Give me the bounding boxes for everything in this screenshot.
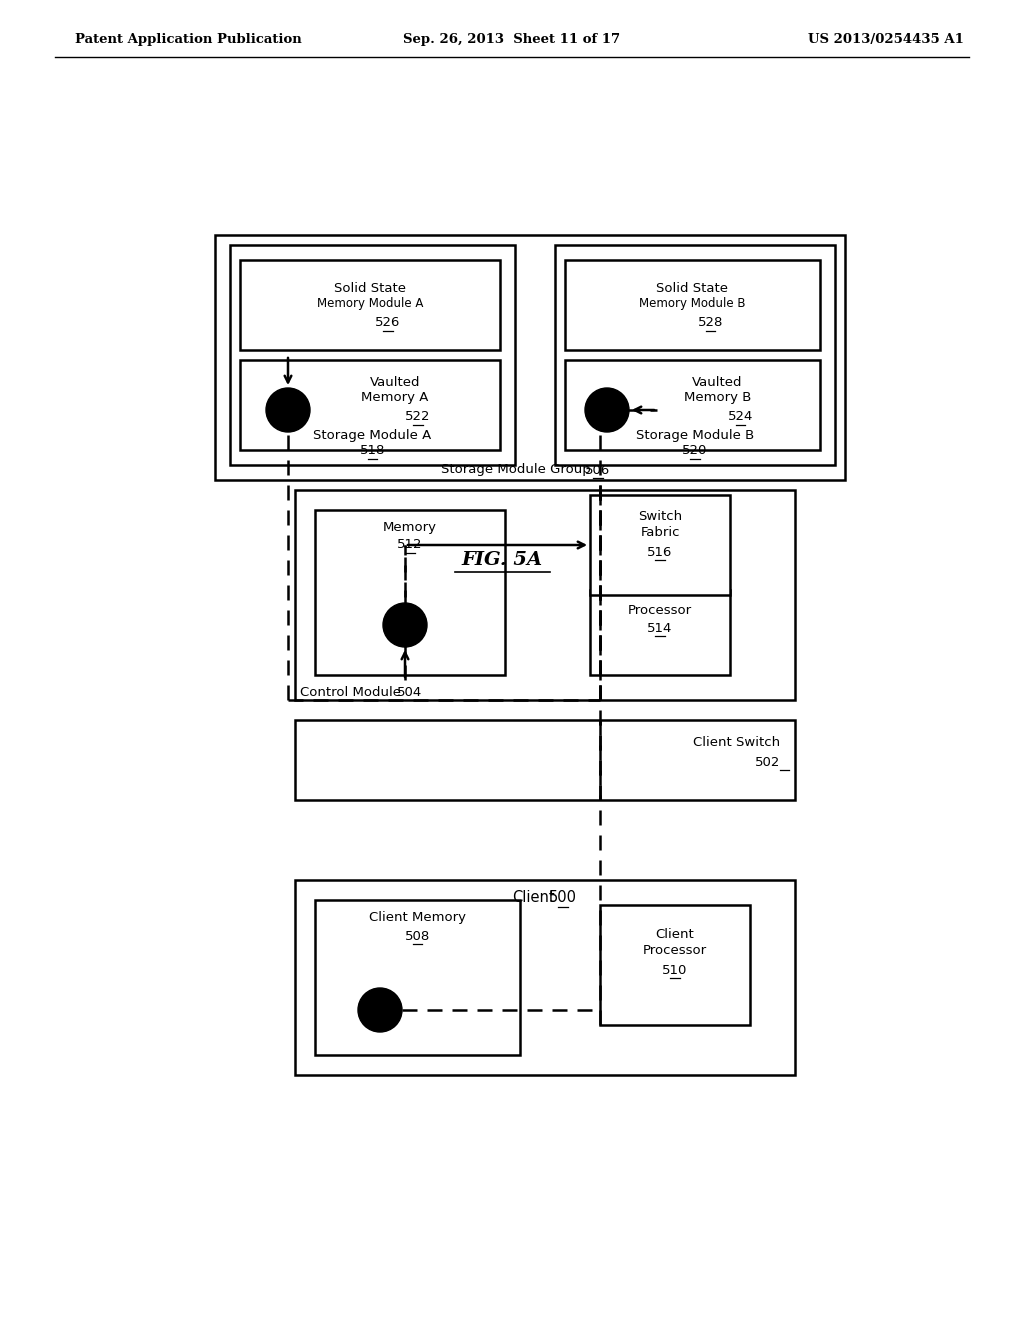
Bar	[590, 590, 730, 675]
Circle shape	[358, 987, 402, 1032]
Text: Patent Application Publication: Patent Application Publication	[75, 33, 302, 46]
Bar	[215, 235, 845, 480]
Text: Vaulted: Vaulted	[370, 375, 420, 388]
Text: Solid State: Solid State	[334, 281, 406, 294]
Text: 506: 506	[586, 463, 610, 477]
Text: Switch: Switch	[638, 511, 682, 524]
Text: 528: 528	[697, 317, 723, 330]
Text: 510: 510	[663, 964, 688, 977]
Text: Solid State: Solid State	[656, 281, 728, 294]
Circle shape	[383, 603, 427, 647]
Bar	[295, 719, 795, 800]
Text: 508: 508	[404, 929, 430, 942]
Text: 518: 518	[359, 445, 385, 458]
Text: Control Module: Control Module	[300, 685, 401, 698]
Text: Client Switch: Client Switch	[693, 735, 780, 748]
Bar	[565, 360, 820, 450]
Text: Vaulted: Vaulted	[692, 375, 742, 388]
Text: Memory Module A: Memory Module A	[316, 297, 423, 310]
Bar	[565, 260, 820, 350]
Text: Memory Module B: Memory Module B	[639, 297, 745, 310]
Text: Memory: Memory	[383, 521, 437, 535]
Text: Storage Module A: Storage Module A	[313, 429, 432, 441]
Text: Memory A: Memory A	[361, 392, 429, 404]
Bar	[600, 906, 750, 1026]
Text: Processor: Processor	[643, 945, 707, 957]
Text: Storage Module B: Storage Module B	[636, 429, 754, 441]
Bar	[240, 260, 500, 350]
Bar	[555, 246, 835, 465]
Bar	[295, 880, 795, 1074]
Text: Client: Client	[655, 928, 694, 941]
Text: Storage Module Group: Storage Module Group	[441, 463, 591, 477]
Text: 524: 524	[728, 411, 754, 424]
Bar	[240, 360, 500, 450]
Text: Client Memory: Client Memory	[369, 912, 466, 924]
Bar	[230, 246, 515, 465]
Bar	[315, 510, 505, 675]
Text: US 2013/0254435 A1: US 2013/0254435 A1	[808, 33, 964, 46]
Text: 522: 522	[406, 411, 431, 424]
Bar	[315, 900, 520, 1055]
Text: 526: 526	[376, 317, 400, 330]
Text: 502: 502	[755, 755, 780, 768]
Text: 500: 500	[549, 891, 577, 906]
Text: 512: 512	[397, 539, 423, 552]
Text: 516: 516	[647, 545, 673, 558]
Text: Processor: Processor	[628, 603, 692, 616]
Text: Sep. 26, 2013  Sheet 11 of 17: Sep. 26, 2013 Sheet 11 of 17	[403, 33, 621, 46]
Bar	[295, 490, 795, 700]
Text: 504: 504	[397, 685, 423, 698]
Text: Fabric: Fabric	[640, 527, 680, 540]
Text: 520: 520	[682, 445, 708, 458]
Text: 514: 514	[647, 622, 673, 635]
Text: Client: Client	[512, 891, 554, 906]
Circle shape	[266, 388, 310, 432]
Bar	[590, 495, 730, 595]
Text: Memory B: Memory B	[684, 392, 752, 404]
Circle shape	[585, 388, 629, 432]
Text: FIG. 5A: FIG. 5A	[462, 550, 543, 569]
